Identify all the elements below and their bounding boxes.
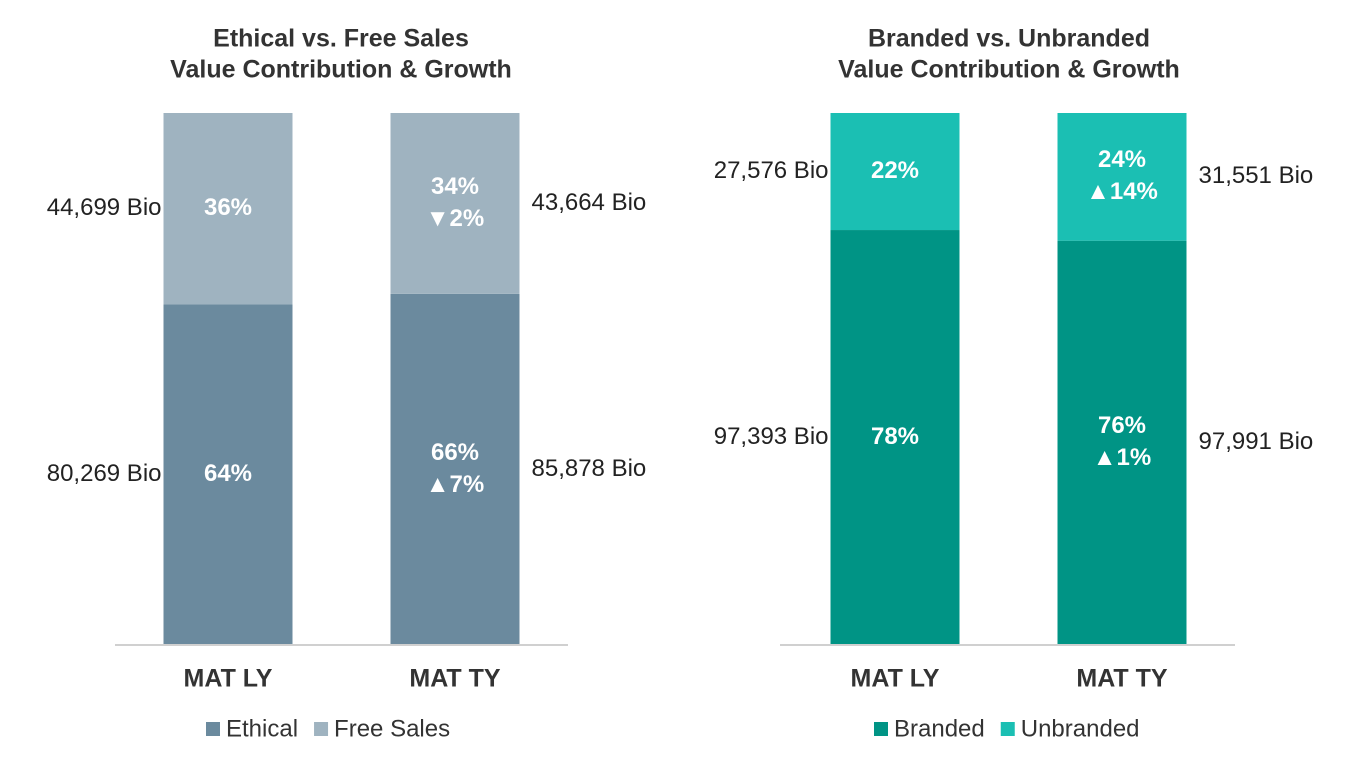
bar-segment [390, 113, 520, 294]
x-tick-label: MAT TY [409, 665, 501, 693]
legend-label: Free Sales [334, 715, 450, 742]
value-label: 66% [431, 439, 479, 466]
value-label: 22% [871, 157, 919, 184]
growth-label: ▲14% [1086, 178, 1158, 205]
bar-segment [1057, 113, 1187, 241]
x-tick-label: MAT LY [184, 665, 273, 693]
value-label: 24% [1098, 146, 1146, 173]
amount-label: 97,393 Bio [714, 423, 829, 450]
amount-label: 43,664 Bio [532, 189, 647, 216]
bar-segment [390, 293, 520, 645]
bar-segment [163, 304, 293, 645]
value-label: 78% [871, 423, 919, 450]
bar-segment [830, 230, 960, 646]
value-label: 34% [431, 173, 479, 200]
value-label: 64% [204, 460, 252, 487]
growth-label: ▲1% [1093, 444, 1151, 471]
chart-title: Ethical vs. Free Sales [213, 25, 469, 53]
amount-label: 27,576 Bio [714, 157, 829, 184]
chart-title: Branded vs. Unbranded [868, 25, 1150, 53]
bar-segment [830, 113, 960, 231]
legend-swatch [874, 722, 888, 736]
chart-title: Value Contribution & Growth [838, 56, 1180, 84]
growth-label: ▼2% [426, 205, 484, 232]
legend-swatch [206, 722, 220, 736]
amount-label: 97,991 Bio [1199, 428, 1314, 455]
x-tick-label: MAT LY [851, 665, 940, 693]
amount-label: 44,699 Bio [47, 194, 162, 221]
growth-label: ▲7% [426, 471, 484, 498]
amount-label: 31,551 Bio [1199, 162, 1314, 189]
bar-segment [1057, 240, 1187, 645]
chart-title: Value Contribution & Growth [170, 56, 512, 84]
legend-label: Unbranded [1021, 715, 1140, 742]
legend-swatch [314, 722, 329, 736]
legend-label: Ethical [226, 715, 298, 742]
amount-label: 85,878 Bio [532, 455, 647, 482]
value-label: 36% [204, 194, 252, 221]
amount-label: 80,269 Bio [47, 460, 162, 487]
bar-segment [163, 113, 293, 305]
x-tick-label: MAT TY [1076, 665, 1168, 693]
legend-label: Branded [894, 715, 985, 742]
value-label: 76% [1098, 412, 1146, 439]
legend-swatch [1000, 722, 1015, 736]
